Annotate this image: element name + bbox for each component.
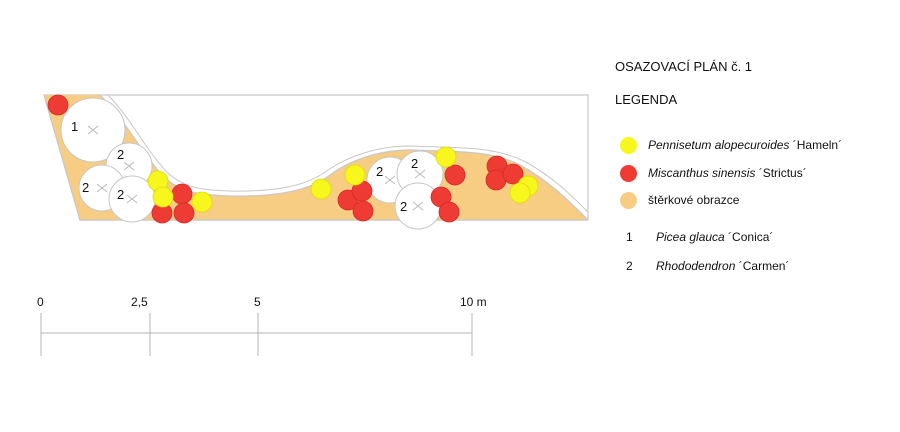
legend-miscanthus-name: Miscanthus sinensis: [648, 166, 756, 180]
legend-rhodo-cultivar: ´Carmen´: [735, 259, 790, 273]
legend-item-rhododendron: 2 Rhododendron ´Carmen´: [620, 256, 789, 276]
plan-title: OSAZOVACÍ PLÁN č. 1: [615, 59, 753, 74]
legend-miscanthus-cultivar: ´Strictus´: [755, 166, 807, 180]
legend-picea-number: 1: [626, 230, 633, 244]
legend-gravel-label: štěrkové obrazce: [648, 193, 740, 207]
scale-label-0: 0: [37, 295, 44, 309]
legend-item-pennisetum: Pennisetum alopecuroides ´Hameln´: [620, 135, 842, 155]
legend-item-miscanthus: Miscanthus sinensis ´Strictus´: [620, 163, 807, 183]
scale-label-5: 5: [254, 295, 261, 309]
legend-rhodo-name: Rhododendron: [656, 259, 736, 273]
plant-number-rhodo: 2: [411, 156, 419, 171]
path-edge-inner: [107, 94, 589, 213]
shrub-picea-1: [60, 97, 126, 163]
legend-heading: LEGENDA: [615, 92, 678, 107]
scale-bar: [40, 313, 473, 356]
plant-number-rhodo: 2: [117, 147, 125, 162]
bed-left-edge: [43, 94, 81, 221]
scale-label-2-5: 2,5: [131, 295, 148, 309]
legend-picea-name: Picea glauca: [656, 230, 725, 244]
orange-dot-icon: [620, 191, 637, 209]
pennisetum-plants: [147, 146, 539, 213]
yellow-dot-icon: [620, 136, 637, 154]
scale-label-10: 10 m: [460, 295, 487, 309]
miscanthus-plants: [47, 94, 524, 224]
plant-number-rhodo: 2: [82, 180, 90, 195]
legend-pennisetum-name: Pennisetum alopecuroides: [648, 138, 790, 152]
plant-number-rhodo: 2: [117, 187, 125, 202]
legend-rhodo-number: 2: [626, 259, 633, 273]
legend-item-gravel: štěrkové obrazce: [620, 190, 739, 210]
legend-picea-cultivar: ´Conica´: [724, 230, 774, 244]
legend-pennisetum-cultivar: ´Hameln´: [789, 138, 843, 152]
plant-number-rhodo: 2: [400, 199, 408, 214]
red-dot-icon: [620, 164, 637, 182]
plant-number-rhodo: 2: [376, 164, 384, 179]
legend-item-picea: 1 Picea glauca ´Conica´: [620, 227, 773, 247]
plant-number-picea: 1: [71, 119, 79, 134]
